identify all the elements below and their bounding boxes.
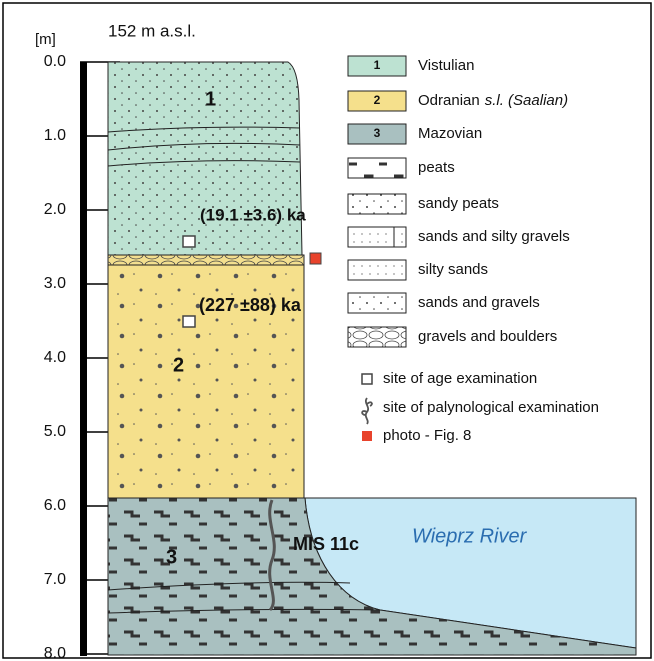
unit: [m] — [35, 31, 56, 48]
age-site — [183, 316, 195, 327]
river-label: Wieprz River — [412, 525, 528, 547]
depth-label: 3.0 — [44, 275, 66, 292]
legend-key: 1 — [374, 58, 381, 72]
depth-label: 8.0 — [44, 645, 66, 661]
age-symbol — [362, 374, 372, 384]
legend-label: silty sands — [418, 261, 488, 278]
mis-label: MIS 11c — [293, 534, 359, 554]
age-site — [183, 236, 195, 247]
legend-key: 2 — [374, 93, 381, 107]
legend-label: Mazovian — [418, 125, 482, 142]
depth-label: 0.0 — [44, 53, 66, 70]
legend-swatch-fill — [348, 158, 406, 178]
photo-symbol — [362, 431, 372, 441]
legend-label: peats — [418, 159, 455, 176]
symbol-label: site of age examination — [383, 370, 537, 387]
depth-label: 5.0 — [44, 423, 66, 440]
legend-label: gravels and boulders — [418, 328, 557, 345]
gravel-texture — [108, 255, 304, 265]
layer-number: 3 — [166, 546, 177, 568]
legend-label: sands and gravels — [418, 294, 540, 311]
depth-axis — [80, 62, 87, 656]
legend-note: s.l. (Saalian) — [485, 92, 568, 109]
legend-swatch-fill — [348, 194, 406, 214]
legend-label: Vistulian — [418, 57, 474, 74]
symbol-label: site of palynological examination — [383, 399, 599, 416]
age-date: (19.1 ±3.6) ka — [200, 205, 306, 224]
age-date: (227 ±88) ka — [199, 295, 302, 315]
legend-key: 3 — [374, 126, 381, 140]
depth-label: 7.0 — [44, 571, 66, 588]
legend-swatch-fill — [348, 260, 406, 280]
symbol-label: photo - Fig. 8 — [383, 427, 471, 444]
layer-number: 2 — [173, 354, 184, 376]
layer-number: 1 — [205, 88, 216, 110]
elevation: 152 m a.s.l. — [108, 21, 196, 40]
legend-swatch-fill — [348, 293, 406, 313]
legend-swatch-fill — [348, 327, 406, 347]
legend-label: sands and silty gravels — [418, 228, 570, 245]
depth-label: 2.0 — [44, 201, 66, 218]
photo-site — [310, 253, 321, 264]
depth-label: 4.0 — [44, 349, 66, 366]
legend-label: sandy peats — [418, 195, 499, 212]
legend-swatch-fill — [348, 227, 406, 247]
depth-label: 6.0 — [44, 497, 66, 514]
diagram: [m] 152 m a.s.l. 0.0 1.0 2.0 3.0 4.0 5.0 6.0 7.… — [0, 0, 654, 661]
depth-label: 1.0 — [44, 127, 66, 144]
